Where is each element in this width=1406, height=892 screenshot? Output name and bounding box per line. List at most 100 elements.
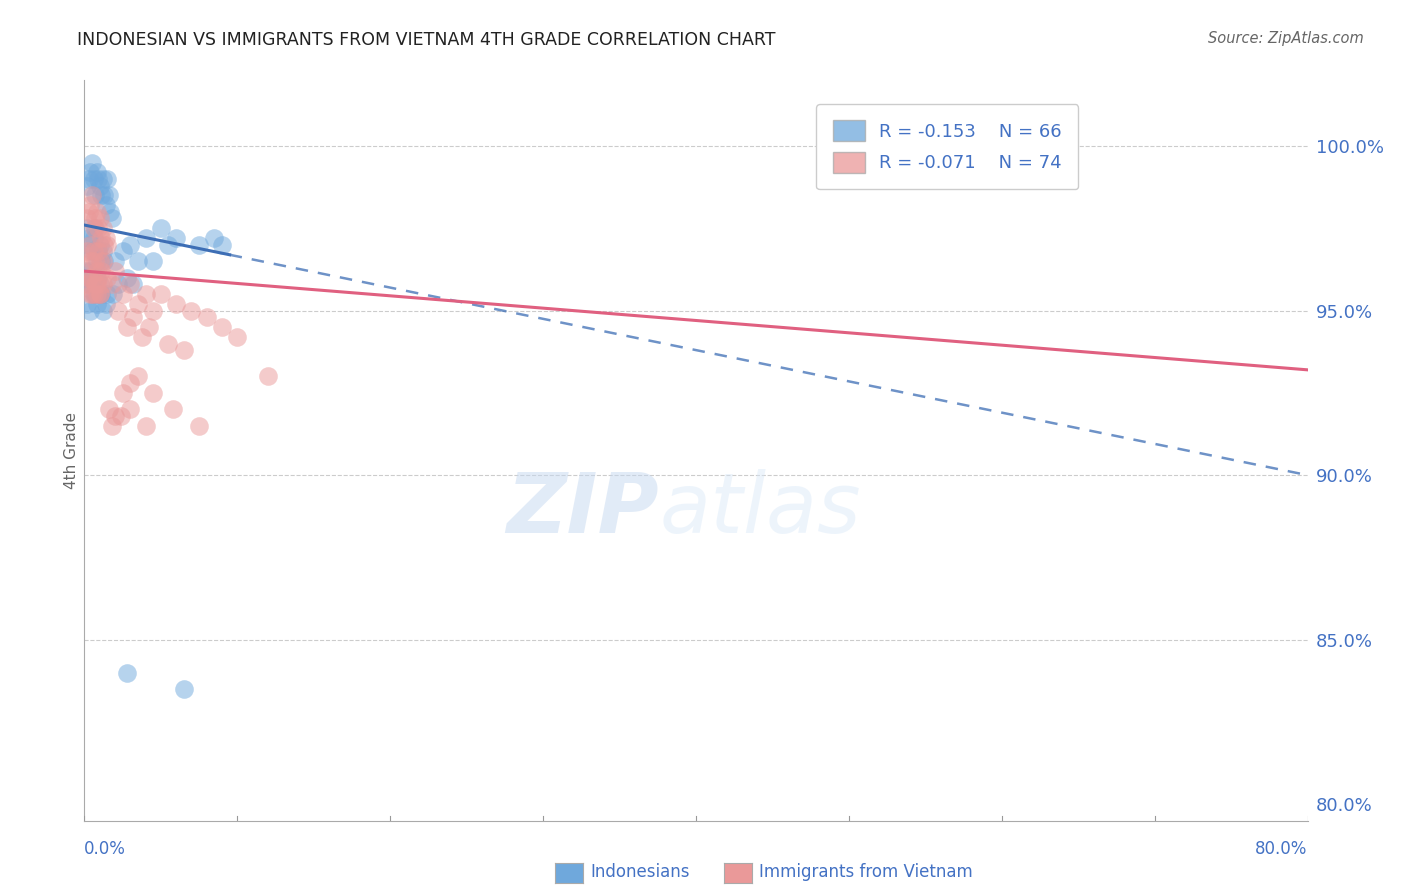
Point	[83, 287, 105, 301]
Point	[76, 221, 98, 235]
Point	[91, 277, 114, 292]
Point	[83, 231, 105, 245]
Point	[93, 188, 115, 202]
Point	[101, 211, 124, 226]
Point	[226, 330, 249, 344]
Point	[89, 237, 111, 252]
Point	[142, 254, 165, 268]
Legend: R = -0.153    N = 66, R = -0.071    N = 74: R = -0.153 N = 66, R = -0.071 N = 74	[817, 104, 1078, 189]
Point	[211, 320, 233, 334]
Point	[97, 188, 120, 202]
Point	[86, 205, 108, 219]
Text: 0.0%: 0.0%	[84, 840, 127, 858]
Point	[83, 244, 105, 259]
Y-axis label: 4th Grade: 4th Grade	[63, 412, 79, 489]
Point	[84, 188, 107, 202]
Point	[149, 221, 172, 235]
Point	[115, 270, 138, 285]
Point	[89, 178, 111, 193]
Point	[84, 211, 107, 226]
Point	[257, 369, 280, 384]
Point	[104, 264, 127, 278]
Point	[89, 211, 111, 226]
Point	[94, 231, 117, 245]
Point	[135, 231, 157, 245]
Point	[89, 287, 111, 301]
Point	[104, 409, 127, 423]
Text: Immigrants from Vietnam: Immigrants from Vietnam	[759, 863, 973, 881]
Point	[111, 287, 134, 301]
Point	[76, 270, 98, 285]
Text: atlas: atlas	[659, 469, 860, 550]
Point	[165, 297, 187, 311]
Point	[80, 254, 103, 268]
Point	[127, 254, 149, 268]
Point	[76, 297, 98, 311]
Point	[87, 172, 110, 186]
Point	[91, 254, 114, 268]
Point	[135, 287, 157, 301]
Point	[180, 303, 202, 318]
Point	[91, 303, 114, 318]
Point	[120, 237, 142, 252]
Point	[83, 172, 105, 186]
Point	[76, 244, 98, 259]
Text: ZIP: ZIP	[506, 469, 659, 550]
Point	[188, 418, 211, 433]
Point	[77, 172, 100, 186]
Point	[90, 254, 112, 268]
Point	[93, 254, 115, 268]
Point	[84, 254, 107, 268]
Point	[89, 277, 111, 292]
Point	[80, 155, 103, 169]
Point	[142, 385, 165, 400]
Point	[80, 188, 103, 202]
Point	[83, 270, 105, 285]
Point	[80, 270, 103, 285]
Point	[87, 244, 110, 259]
Point	[77, 270, 100, 285]
Point	[107, 303, 129, 318]
Point	[96, 270, 118, 285]
Point	[173, 343, 195, 357]
Point	[91, 244, 114, 259]
Point	[79, 287, 101, 301]
Point	[135, 418, 157, 433]
Point	[87, 270, 110, 285]
Point	[111, 244, 134, 259]
Point	[122, 277, 145, 292]
Point	[104, 254, 127, 268]
Text: 80.0%: 80.0%	[1256, 840, 1308, 858]
Point	[96, 237, 118, 252]
Point	[79, 198, 101, 212]
Point	[94, 297, 117, 311]
Point	[98, 205, 121, 219]
Point	[131, 330, 153, 344]
Point	[115, 320, 138, 334]
Point	[138, 320, 160, 334]
Point	[162, 402, 184, 417]
Point	[211, 237, 233, 252]
Point	[173, 681, 195, 696]
Point	[107, 277, 129, 292]
Point	[90, 188, 112, 202]
Point	[86, 254, 108, 268]
Point	[89, 287, 111, 301]
Point	[77, 254, 100, 268]
Point	[195, 310, 218, 325]
Point	[90, 264, 112, 278]
Point	[77, 205, 100, 219]
Point	[120, 376, 142, 390]
Point	[120, 402, 142, 417]
Point	[157, 336, 180, 351]
Point	[127, 369, 149, 384]
Point	[86, 297, 108, 311]
Point	[115, 665, 138, 680]
Text: Indonesians: Indonesians	[591, 863, 690, 881]
Point	[165, 231, 187, 245]
Point	[84, 287, 107, 301]
Point	[991, 122, 1014, 136]
Point	[80, 287, 103, 301]
Point	[91, 172, 114, 186]
Point	[79, 237, 101, 252]
